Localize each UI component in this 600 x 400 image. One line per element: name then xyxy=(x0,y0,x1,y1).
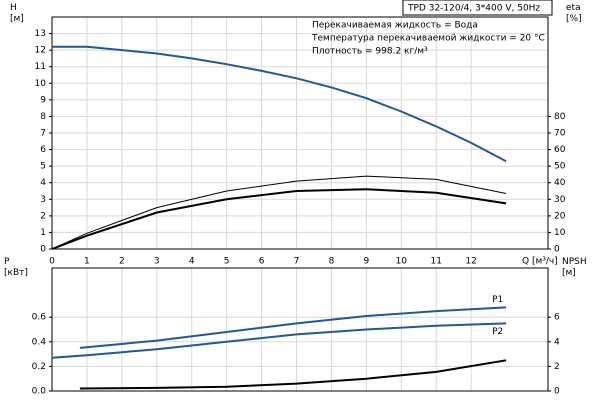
x-tick-label: 7 xyxy=(294,257,300,267)
x-tick-label: 8 xyxy=(329,257,335,267)
y2-tick-label: 70 xyxy=(554,129,566,139)
y2-axis-title: NPSH [м] xyxy=(562,257,587,278)
curve xyxy=(79,306,507,349)
y2-tick-label: 60 xyxy=(554,145,566,155)
curve-label: P2 xyxy=(492,327,503,337)
y-tick-label: 2 xyxy=(40,211,46,221)
y-tick-label: 6 xyxy=(40,145,46,155)
x-tick-label: 5 xyxy=(224,257,230,267)
y-tick-label: 8 xyxy=(40,112,46,122)
y-tick-label: 9 xyxy=(40,95,46,105)
title-box xyxy=(402,0,553,16)
plot-frame xyxy=(51,16,549,250)
y-tick-label: 7 xyxy=(40,129,46,139)
curve xyxy=(52,45,507,163)
x-tick-label: 12 xyxy=(465,257,476,267)
y-tick-label: 0.0 xyxy=(32,387,47,397)
x-tick-label: 11 xyxy=(430,257,441,267)
y-tick-label: 5 xyxy=(40,162,46,172)
y-axis-title: H [м] xyxy=(10,3,24,24)
curve xyxy=(51,175,507,250)
x-tick-label: 0 xyxy=(49,257,55,267)
curve xyxy=(51,188,507,250)
annotation: Перекачиваемая жидкость = Вода xyxy=(312,21,478,31)
x-tick-label: 9 xyxy=(363,257,369,267)
y2-axis-title: eta [%] xyxy=(566,3,582,24)
x-tick-label: 3 xyxy=(154,257,160,267)
x-tick-label: 10 xyxy=(396,257,408,267)
y-tick-label: 3 xyxy=(40,195,46,205)
x-axis-title: Q [м³/ч] xyxy=(522,257,558,267)
plot-frame xyxy=(51,267,549,392)
y-tick-label: 0.4 xyxy=(32,337,47,347)
y2-tick-label: 2 xyxy=(554,362,560,372)
curve-label: P1 xyxy=(492,295,503,305)
y2-tick-label: 0 xyxy=(554,245,560,255)
y-tick-label: 0 xyxy=(40,245,46,255)
y-tick-label: 4 xyxy=(40,178,46,188)
y2-tick-label: 40 xyxy=(554,178,566,188)
x-tick-label: 6 xyxy=(259,257,265,267)
y2-tick-label: 4 xyxy=(554,337,560,347)
x-tick-label: 1 xyxy=(84,257,90,267)
annotation: Температура перекачиваемой жидкости = 20… xyxy=(311,34,545,44)
y2-tick-label: 50 xyxy=(554,162,566,172)
y-tick-label: 1 xyxy=(40,228,46,238)
y-axis-title: P [кВт] xyxy=(4,257,28,278)
y-tick-label: 0.2 xyxy=(32,362,46,372)
annotation: Плотность = 998.2 кг/м³ xyxy=(312,47,428,57)
y-tick-label: 0.6 xyxy=(32,313,47,323)
y2-tick-label: 30 xyxy=(554,195,566,205)
y2-tick-label: 6 xyxy=(554,313,560,323)
chart-title: TPD 32-120/4, 3*400 V, 50Hz xyxy=(407,4,540,14)
y2-tick-label: 20 xyxy=(554,211,566,221)
curve xyxy=(51,322,507,359)
y-tick-label: 12 xyxy=(35,46,46,56)
y2-tick-label: 80 xyxy=(554,112,566,122)
y-tick-label: 13 xyxy=(35,29,46,39)
y2-tick-label: 0 xyxy=(554,387,560,397)
y-tick-label: 10 xyxy=(35,79,47,89)
x-tick-label: 2 xyxy=(119,257,125,267)
y2-tick-label: 10 xyxy=(554,228,566,238)
x-tick-label: 4 xyxy=(189,257,195,267)
y-tick-label: 11 xyxy=(35,62,46,72)
curve xyxy=(79,359,507,390)
